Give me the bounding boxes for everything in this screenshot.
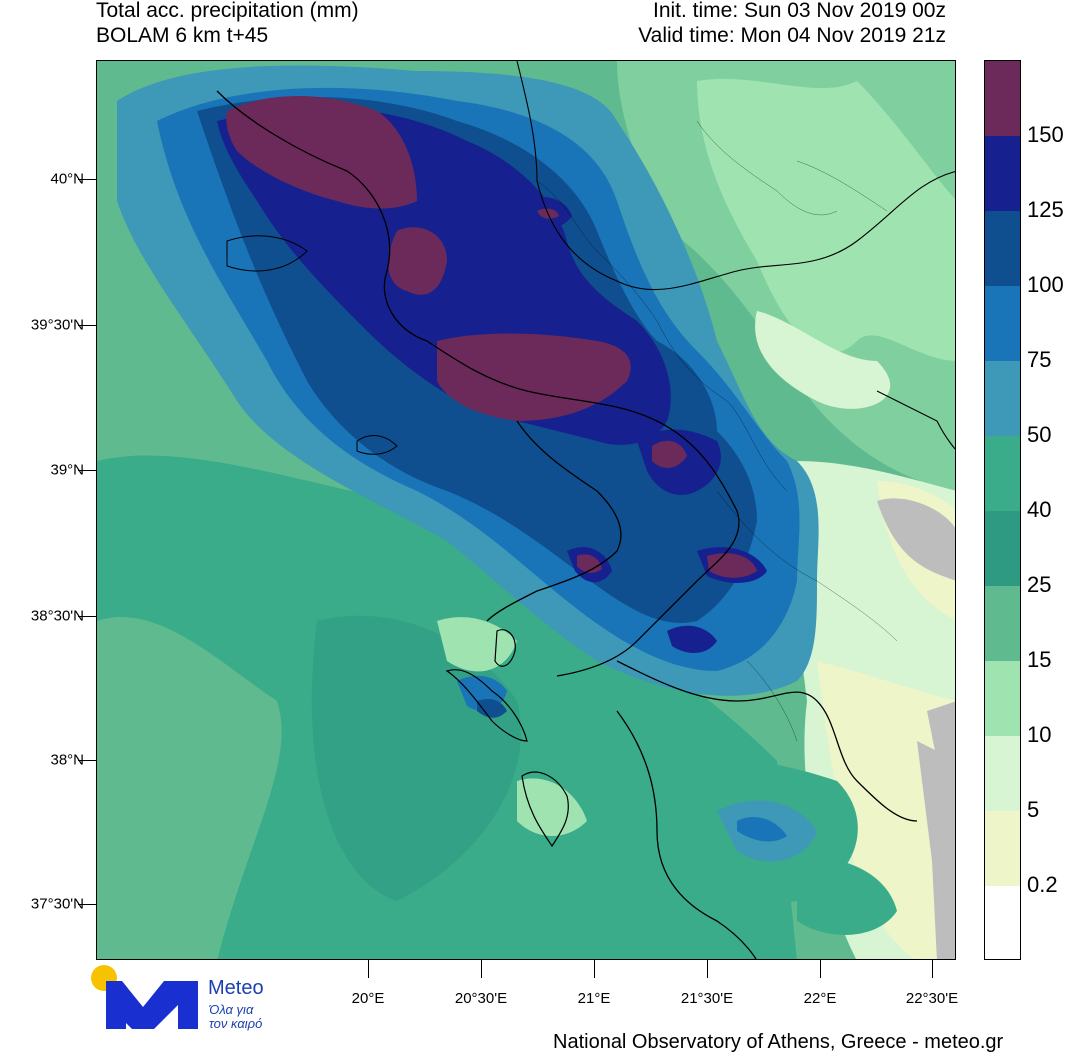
valid-time-text: Valid time: Mon 04 Nov 2019 21z — [638, 24, 946, 47]
lat-tick — [78, 760, 96, 761]
map-title: Total acc. precipitation (mm) BOLAM 6 km… — [96, 0, 359, 48]
legend-label-50: 50 — [1027, 422, 1052, 447]
legend-label-15: 15 — [1027, 647, 1052, 672]
lat-tick — [78, 325, 96, 326]
lat-label-37-30n: 37°30'N — [30, 895, 84, 913]
footer-credit: National Observatory of Athens, Greece -… — [553, 1031, 1004, 1053]
legend-label-100: 100 — [1027, 272, 1064, 297]
colorbar — [984, 60, 1021, 960]
lat-tick — [78, 470, 96, 471]
model-text: BOLAM 6 km t+45 — [96, 24, 269, 47]
meteo-logo — [91, 965, 198, 1029]
lon-tick — [707, 960, 708, 978]
legend-label-40: 40 — [1027, 497, 1052, 522]
legend-label-10: 10 — [1027, 722, 1052, 747]
lat-label-38-30n: 38°30'N — [30, 607, 84, 625]
logo-name: Meteo — [208, 977, 264, 999]
lat-label-39n: 39°N — [50, 461, 84, 479]
lat-label-39-30n: 39°30'N — [30, 316, 84, 334]
map-canvas — [97, 61, 955, 959]
lat-label-38n: 38°N — [50, 751, 84, 769]
lon-tick — [932, 960, 933, 978]
lat-tick — [78, 904, 96, 905]
lat-label-40n: 40°N — [50, 170, 84, 188]
lon-tick — [594, 960, 595, 978]
lon-tick — [481, 960, 482, 978]
colorbar-cell — [985, 61, 1020, 136]
lon-label-21e: 21°E — [577, 990, 611, 1007]
title-text: Total acc. precipitation (mm) — [96, 0, 359, 22]
logo-tagline-line1: Όλα για — [209, 1002, 254, 1017]
legend-label-125: 125 — [1027, 197, 1064, 222]
legend-label-75: 75 — [1027, 347, 1052, 372]
legend-label-0-2: 0.2 — [1027, 872, 1058, 897]
colorbar-cell — [985, 811, 1020, 886]
lon-label-22-30e: 22°30'E — [905, 990, 959, 1007]
m-letter-icon — [106, 981, 198, 1029]
legend-label-25: 25 — [1027, 572, 1052, 597]
logo-tagline-line2: τον καιρό — [209, 1016, 263, 1031]
colorbar-cell — [985, 886, 1020, 959]
lon-tick — [820, 960, 821, 978]
precipitation-map — [96, 60, 956, 960]
colorbar-cell — [985, 211, 1020, 286]
lat-tick — [78, 616, 96, 617]
colorbar-cell — [985, 436, 1020, 511]
lon-label-22e: 22°E — [803, 990, 837, 1007]
colorbar-cell — [985, 286, 1020, 361]
colorbar-cell — [985, 511, 1020, 586]
lon-tick — [368, 960, 369, 978]
init-time-text: Init. time: Sun 03 Nov 2019 00z — [652, 0, 946, 22]
lon-label-20e: 20°E — [351, 990, 385, 1007]
time-info: Init. time: Sun 03 Nov 2019 00z Valid ti… — [638, 0, 946, 48]
legend-label-150: 150 — [1027, 122, 1064, 147]
colorbar-cell — [985, 661, 1020, 736]
lat-tick — [78, 179, 96, 180]
lon-label-21-30e: 21°30'E — [680, 990, 734, 1007]
colorbar-cell — [985, 586, 1020, 661]
colorbar-cell — [985, 736, 1020, 811]
lon-label-20-30e: 20°30'E — [454, 990, 508, 1007]
colorbar-cell — [985, 136, 1020, 211]
logo-tagline: Όλα για τον καιρό — [209, 1003, 262, 1031]
colorbar-cell — [985, 361, 1020, 436]
legend-label-5: 5 — [1027, 797, 1040, 822]
